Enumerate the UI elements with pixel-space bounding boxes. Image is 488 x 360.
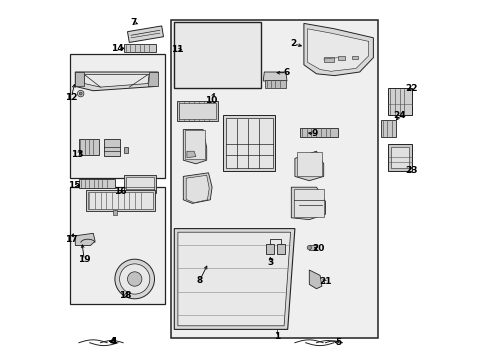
Polygon shape bbox=[307, 29, 368, 71]
Polygon shape bbox=[75, 233, 95, 246]
Text: 10: 10 bbox=[204, 96, 217, 105]
Text: 8: 8 bbox=[196, 276, 202, 285]
Text: 22: 22 bbox=[404, 84, 417, 93]
Bar bbox=[174, 22, 260, 88]
Bar bbox=[79, 139, 99, 155]
Text: 23: 23 bbox=[404, 166, 417, 175]
Text: 20: 20 bbox=[312, 244, 324, 253]
Bar bbox=[352, 56, 357, 59]
Polygon shape bbox=[309, 270, 321, 289]
Bar bbox=[123, 147, 128, 153]
Bar bbox=[337, 56, 345, 60]
Bar bbox=[70, 54, 165, 178]
Bar bbox=[387, 88, 411, 115]
Bar bbox=[276, 244, 284, 254]
Bar bbox=[390, 147, 408, 168]
Bar bbox=[183, 47, 246, 77]
Bar bbox=[177, 101, 218, 121]
Text: 4: 4 bbox=[111, 338, 117, 346]
Text: 21: 21 bbox=[319, 277, 331, 286]
Circle shape bbox=[306, 246, 311, 250]
Bar bbox=[265, 80, 285, 88]
Bar bbox=[294, 189, 323, 217]
Polygon shape bbox=[75, 72, 84, 86]
Polygon shape bbox=[186, 175, 209, 203]
Text: 19: 19 bbox=[78, 256, 90, 264]
Bar bbox=[381, 120, 396, 137]
Text: 24: 24 bbox=[393, 112, 406, 120]
Text: 17: 17 bbox=[65, 235, 78, 244]
Text: 15: 15 bbox=[68, 181, 81, 190]
Bar bbox=[225, 118, 272, 168]
Text: 2: 2 bbox=[290, 40, 296, 49]
Polygon shape bbox=[294, 151, 323, 181]
Polygon shape bbox=[148, 72, 158, 86]
Bar bbox=[86, 190, 154, 211]
Text: 18: 18 bbox=[119, 292, 132, 300]
Bar bbox=[88, 192, 152, 209]
Bar bbox=[125, 177, 153, 192]
Text: 13: 13 bbox=[71, 150, 83, 159]
Circle shape bbox=[77, 90, 84, 97]
Bar bbox=[170, 20, 377, 338]
Bar bbox=[104, 139, 120, 156]
Bar bbox=[387, 144, 411, 171]
Text: 6: 6 bbox=[283, 68, 289, 77]
Bar bbox=[323, 57, 334, 62]
Bar bbox=[300, 128, 337, 137]
Text: 1: 1 bbox=[273, 332, 280, 341]
Bar bbox=[113, 210, 117, 215]
Bar bbox=[223, 115, 275, 171]
Bar bbox=[123, 175, 156, 193]
Polygon shape bbox=[186, 151, 196, 158]
Bar bbox=[185, 130, 204, 159]
Bar bbox=[309, 245, 316, 250]
Bar bbox=[70, 187, 165, 304]
Polygon shape bbox=[291, 187, 325, 220]
Polygon shape bbox=[178, 232, 290, 326]
Bar bbox=[265, 244, 273, 254]
Polygon shape bbox=[183, 130, 206, 164]
Circle shape bbox=[120, 264, 149, 294]
Text: 12: 12 bbox=[65, 93, 78, 102]
Polygon shape bbox=[176, 38, 253, 47]
Circle shape bbox=[127, 272, 142, 286]
Polygon shape bbox=[127, 26, 163, 42]
Polygon shape bbox=[263, 72, 286, 81]
Text: 5: 5 bbox=[335, 338, 341, 347]
Polygon shape bbox=[84, 75, 149, 87]
Circle shape bbox=[115, 259, 154, 299]
Text: 11: 11 bbox=[171, 45, 183, 54]
Polygon shape bbox=[183, 173, 212, 203]
Polygon shape bbox=[303, 23, 373, 76]
Circle shape bbox=[79, 92, 82, 95]
Text: 3: 3 bbox=[267, 258, 273, 267]
Bar bbox=[178, 103, 216, 119]
Text: 9: 9 bbox=[311, 130, 317, 139]
Bar bbox=[296, 152, 321, 176]
Text: 7: 7 bbox=[130, 18, 137, 27]
Bar bbox=[79, 179, 115, 188]
Polygon shape bbox=[75, 72, 158, 91]
Bar bbox=[123, 44, 156, 52]
Polygon shape bbox=[174, 229, 294, 329]
Text: 14: 14 bbox=[111, 44, 124, 53]
Text: 4: 4 bbox=[110, 337, 116, 346]
Text: 16: 16 bbox=[113, 187, 126, 196]
